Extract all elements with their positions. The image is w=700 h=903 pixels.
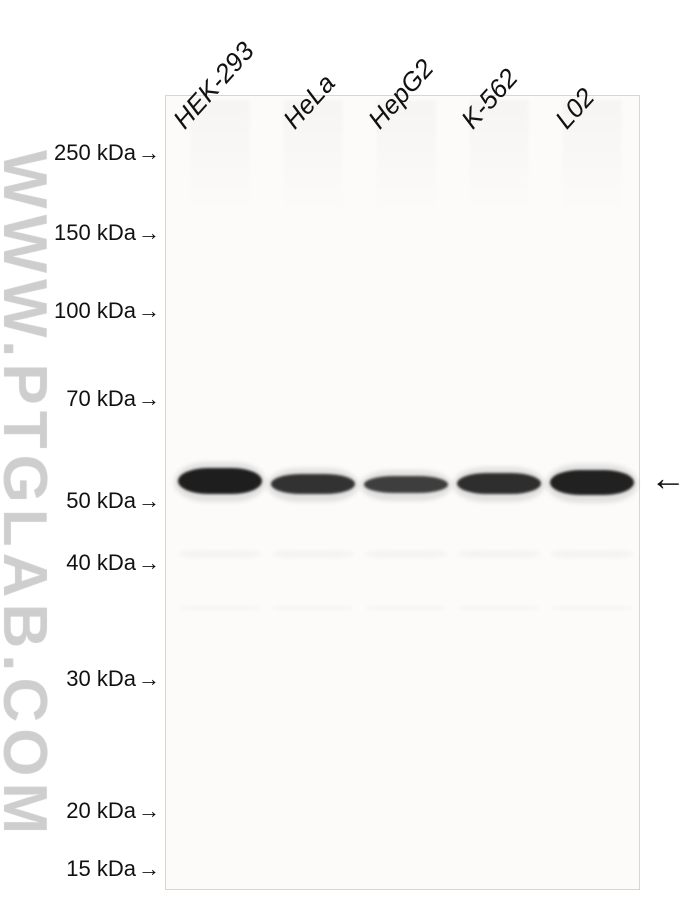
band	[178, 468, 262, 494]
faint-band	[457, 550, 541, 558]
lane-streak	[469, 100, 529, 220]
mw-marker-label: 50 kDa→	[0, 488, 160, 514]
lane-streak	[190, 100, 250, 220]
mw-marker-label: 15 kDa→	[0, 856, 160, 882]
lane-streak	[376, 100, 436, 220]
mw-marker-label: 70 kDa→	[0, 386, 160, 412]
lane-streak	[562, 100, 622, 220]
band	[550, 470, 634, 495]
band	[457, 473, 541, 494]
mw-marker-label: 40 kDa→	[0, 550, 160, 576]
mw-marker-label: 30 kDa→	[0, 666, 160, 692]
lane-streak	[283, 100, 343, 220]
faint-band	[364, 550, 448, 558]
blot-container: WWW.PTGLAB.COM HEK-293HeLaHepG2K-562L02 …	[0, 0, 700, 903]
faint-band	[178, 605, 262, 611]
faint-band	[271, 605, 355, 611]
faint-band	[550, 605, 634, 611]
faint-band	[364, 605, 448, 611]
mw-marker-label: 250 kDa→	[0, 140, 160, 166]
faint-band	[457, 605, 541, 611]
faint-band	[550, 550, 634, 558]
mw-marker-label: 100 kDa→	[0, 298, 160, 324]
faint-band	[178, 550, 262, 558]
mw-marker-label: 20 kDa→	[0, 798, 160, 824]
faint-band	[271, 550, 355, 558]
target-band-arrow: ←	[650, 460, 686, 496]
band	[271, 474, 355, 494]
band	[364, 476, 448, 493]
mw-marker-label: 150 kDa→	[0, 220, 160, 246]
